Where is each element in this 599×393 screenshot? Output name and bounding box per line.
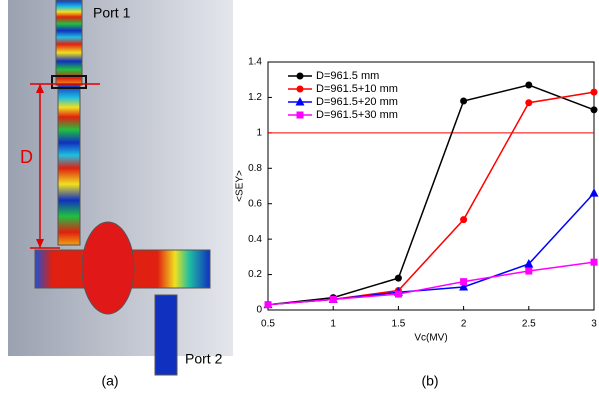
x-tick-label: 3 <box>591 319 597 330</box>
y-tick-label: 0.6 <box>248 198 262 209</box>
x-tick-label: 0.5 <box>261 319 275 330</box>
y-tick-label: 0.4 <box>248 234 262 245</box>
x-tick-label: 1.5 <box>391 319 405 330</box>
series-line <box>268 92 594 305</box>
marker <box>460 216 467 223</box>
y-tick-label: 0.2 <box>248 269 262 280</box>
caption: (a) <box>101 373 118 389</box>
port-label: Port 2 <box>185 351 223 367</box>
tube-top <box>56 0 82 85</box>
chart: 0 0.2 0.4 0.6 0.8 1 1.2 1.4 0.5 1 1.5 2 2.5 3 Vc(MV) <S… <box>235 57 599 389</box>
marker <box>395 275 402 282</box>
cavity <box>82 222 134 314</box>
x-tick-label: 2.5 <box>522 319 536 330</box>
marker <box>525 99 532 106</box>
port-tube <box>155 295 177 375</box>
y-tick-label: 1.2 <box>248 92 262 103</box>
legend-label: D=961.5 mm <box>316 70 379 82</box>
marker <box>590 188 599 197</box>
y-tick-label: 1.4 <box>248 57 262 68</box>
port-label: Port 1 <box>93 5 131 21</box>
legend-label: D=961.5+10 mm <box>316 83 398 95</box>
legend-marker <box>297 86 304 93</box>
marker <box>591 259 598 266</box>
dimension-label: D <box>20 147 33 167</box>
marker <box>265 301 272 308</box>
x-tick-label: 2 <box>461 319 467 330</box>
x-tick-label: 1 <box>330 319 336 330</box>
legend-label: D=961.5+20 mm <box>316 96 398 108</box>
series-line <box>268 262 594 305</box>
marker <box>525 82 532 89</box>
simulation-panel: D Port 1 Port 2 (a) <box>8 0 233 389</box>
tube <box>58 85 80 245</box>
marker <box>525 268 532 275</box>
marker <box>591 106 598 113</box>
y-tick-label: 1 <box>256 127 262 138</box>
legend-marker <box>297 73 304 80</box>
figure: D Port 1 Port 2 (a) 0 0.2 0.4 0.6 0.8 1 1.2 1.4… <box>0 0 599 393</box>
marker <box>395 291 402 298</box>
caption: (b) <box>421 373 438 389</box>
y-tick-label: 0.8 <box>248 163 262 174</box>
legend-label: D=961.5+30 mm <box>316 109 398 121</box>
marker <box>460 278 467 285</box>
x-axis-label: Vc(MV) <box>414 333 447 344</box>
legend-marker <box>297 112 304 119</box>
y-axis-label: <SEY> <box>235 170 246 202</box>
marker <box>460 97 467 104</box>
marker <box>330 296 337 303</box>
y-tick-label: 0 <box>256 305 262 316</box>
marker <box>591 89 598 96</box>
